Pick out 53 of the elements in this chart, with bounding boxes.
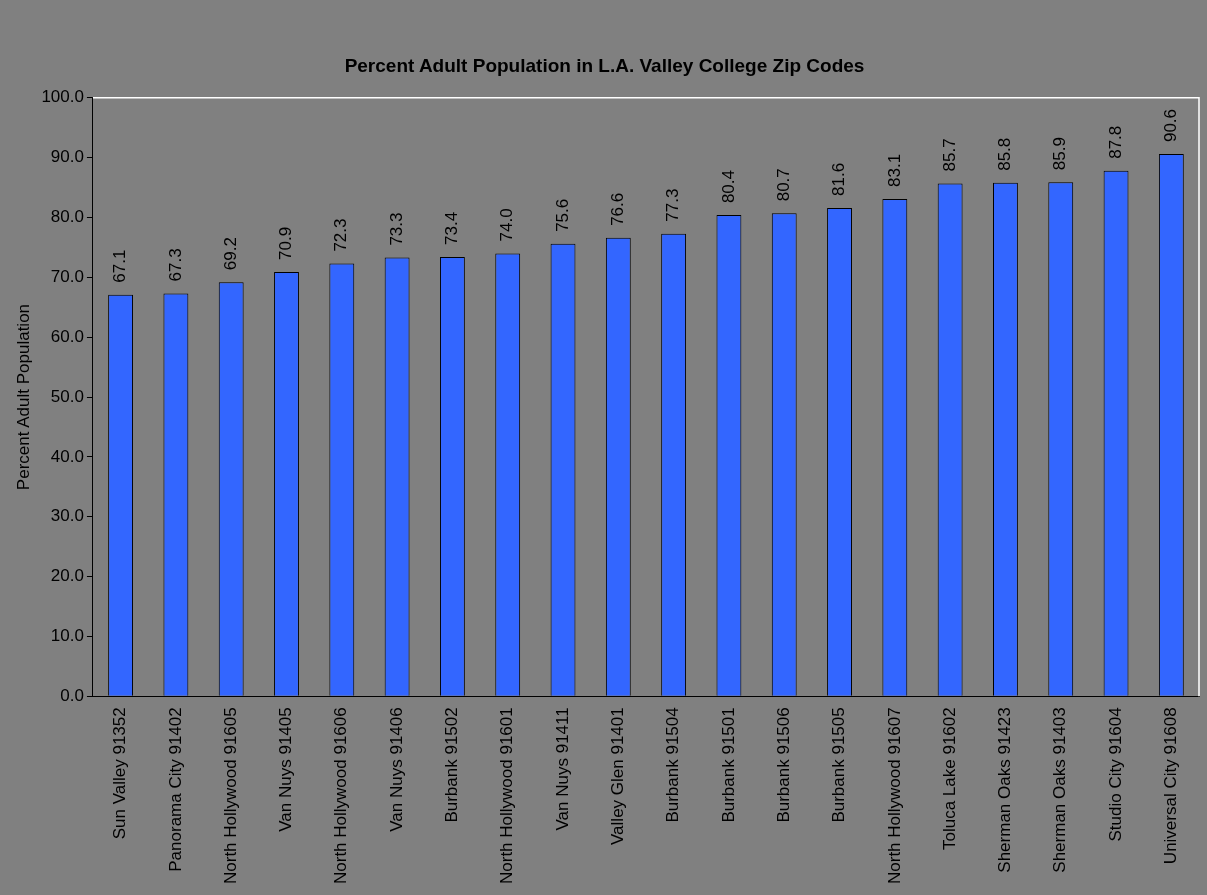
data-label: 81.6 (829, 162, 849, 196)
data-label: 75.6 (552, 198, 572, 232)
y-tick-label: 80.0 (50, 207, 84, 227)
y-tick-label: 60.0 (50, 326, 84, 346)
x-tick-label: Burbank 91501 (718, 707, 738, 823)
x-tick-label: Van Nuys 91411 (552, 707, 572, 831)
data-label: 85.8 (995, 137, 1015, 171)
x-tick-label: Burbank 91506 (773, 707, 793, 823)
y-tick-label: 0.0 (60, 685, 84, 705)
data-label: 85.7 (939, 138, 959, 172)
x-tick-label: North Hollywood 91606 (331, 707, 351, 884)
y-axis-title: Percent Adult Population (13, 303, 33, 491)
data-label: 67.1 (110, 249, 130, 283)
x-tick-label: North Hollywood 91605 (220, 707, 240, 884)
data-label: 73.3 (386, 212, 406, 246)
data-label: 74.0 (497, 208, 517, 242)
y-tick-label: 20.0 (50, 566, 84, 586)
x-tick-label: Burbank 91505 (829, 707, 849, 823)
y-tick-label: 10.0 (50, 626, 84, 646)
data-label: 76.6 (608, 192, 628, 226)
y-tick-label: 50.0 (50, 386, 84, 406)
x-tick-label: Panorama City 91402 (165, 707, 185, 872)
x-tick-label: Sun Valley 91352 (110, 707, 130, 840)
x-tick-label: North Hollywood 91601 (497, 707, 517, 884)
x-tick-label: Van Nuys 91405 (276, 707, 296, 832)
y-tick-label: 30.0 (50, 506, 84, 526)
y-tick-label: 90.0 (50, 147, 84, 167)
x-tick-label: Toluca Lake 91602 (939, 707, 959, 851)
data-label: 72.3 (331, 218, 351, 252)
x-tick-label: North Hollywood 91607 (884, 707, 904, 884)
x-tick-label: Burbank 91504 (663, 707, 683, 823)
data-label: 69.2 (220, 237, 240, 271)
data-label: 87.8 (1105, 125, 1125, 159)
x-tick-label: Burbank 91502 (442, 707, 462, 823)
x-tick-label: Universal City 91608 (1161, 707, 1181, 865)
y-tick-label: 100.0 (41, 87, 84, 107)
data-label: 80.7 (773, 168, 793, 202)
data-label: 85.9 (1050, 137, 1070, 171)
x-tick-label: Sherman Oaks 91403 (1050, 707, 1070, 873)
data-label: 77.3 (663, 188, 683, 222)
y-tick-label: 40.0 (50, 446, 84, 466)
data-label: 83.1 (884, 153, 904, 187)
x-tick-label: Valley Glen 91401 (608, 707, 628, 845)
data-label: 80.4 (718, 170, 738, 204)
data-label: 67.3 (165, 248, 185, 282)
chart-title: Percent Adult Population in L.A. Valley College Zip Codes (344, 54, 865, 76)
y-tick-label: 70.0 (50, 267, 84, 287)
data-label: 90.6 (1161, 108, 1181, 143)
data-label: 73.4 (442, 211, 462, 245)
x-tick-label: Van Nuys 91406 (386, 707, 406, 832)
data-label: 70.9 (276, 226, 296, 260)
x-tick-label: Sherman Oaks 91423 (995, 707, 1015, 873)
x-tick-label: Studio City 91604 (1105, 707, 1125, 842)
